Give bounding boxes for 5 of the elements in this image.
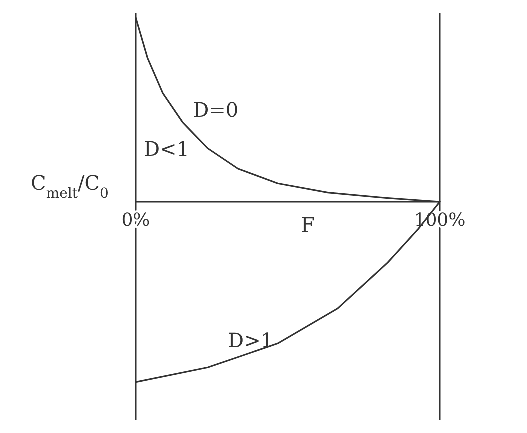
y-axis-title: C$_{melt}$/C$_{0}$ — [31, 171, 109, 202]
x-axis-title: F — [301, 213, 316, 237]
annotation: D<1 — [144, 137, 190, 161]
series-label: D>1 — [228, 328, 274, 353]
series-label: D=0 — [193, 98, 239, 122]
